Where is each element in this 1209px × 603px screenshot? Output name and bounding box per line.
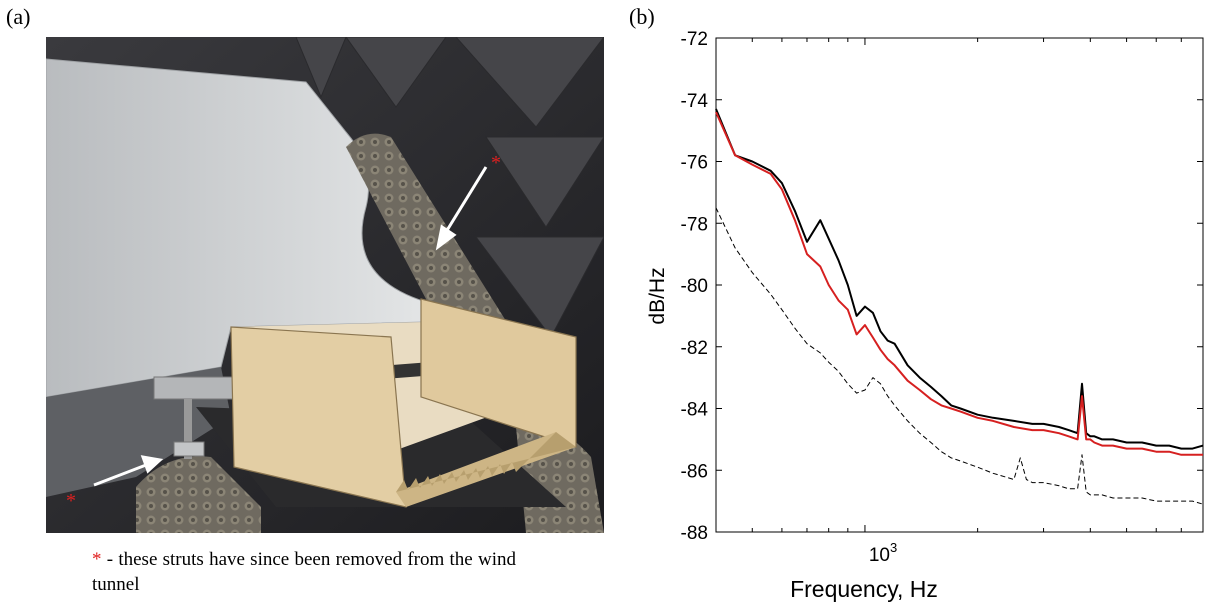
series-line-2 [715, 111, 1203, 456]
y-tick-label: -80 [681, 276, 708, 297]
x-tick-label-1000: 103 [869, 540, 897, 566]
test-section [230, 298, 577, 508]
arrow-right-strut [435, 166, 488, 251]
y-tick-label: -88 [681, 523, 708, 544]
x-axis-label: Frequency, Hz [790, 576, 938, 602]
arrow-left-strut [93, 455, 164, 487]
wind-tunnel-photo: * * [46, 37, 604, 533]
anechoic-wedges [295, 37, 604, 338]
series-line-3 [715, 207, 1204, 505]
series-line-1 [715, 108, 1204, 450]
y-tick-label: -76 [681, 153, 708, 174]
y-tick-label: -86 [681, 461, 708, 482]
marker-asterisk-left: * [66, 490, 76, 512]
photo-caption: * - these struts have since been removed… [92, 547, 516, 597]
y-axis-label: dB/Hz [646, 267, 669, 324]
y-tick-label: -84 [681, 400, 709, 421]
marker-asterisk-right: * [491, 152, 501, 174]
plot-frame [715, 37, 1204, 533]
spectrum-chart: -88 -86 -84 -82 -80 -78 -76 -74 -72 dB/Hz Freque… [646, 29, 1204, 602]
y-tick-label: -74 [681, 91, 709, 112]
y-tick-label: -82 [681, 338, 708, 359]
foam-strut-right [346, 133, 519, 367]
serrated-edge [396, 432, 576, 492]
panel-label-b: (b) [629, 4, 655, 29]
caption-asterisk: * [92, 549, 102, 570]
y-tick-label: -72 [681, 29, 708, 50]
y-tick-label: -78 [681, 214, 708, 235]
caption-text: - these struts have since been removed f… [92, 549, 516, 595]
foam-strut-left [136, 456, 261, 533]
panel-label-a: (a) [6, 4, 31, 29]
